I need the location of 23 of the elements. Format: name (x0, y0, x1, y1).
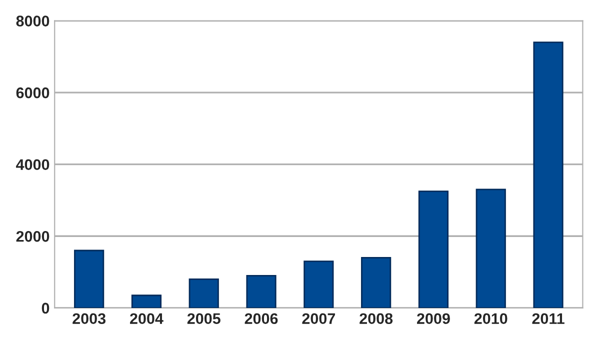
bar (131, 294, 162, 308)
x-tick-label: 2010 (474, 313, 508, 324)
y-tick-label: 4000 (16, 159, 50, 170)
x-tick-label: 2007 (302, 313, 335, 324)
y-tick-label: 6000 (16, 87, 50, 98)
x-tick-label: 2011 (532, 313, 564, 324)
bar (418, 190, 449, 308)
bar (476, 188, 506, 308)
y-tick-label: 2000 (16, 231, 50, 242)
x-tick-label: 2003 (72, 313, 106, 324)
bar (361, 256, 392, 308)
bar (246, 274, 276, 308)
bar (533, 42, 564, 308)
x-tick-label: 2004 (130, 313, 164, 324)
bar (74, 250, 104, 308)
x-tick-label: 2008 (360, 313, 393, 324)
x-tick-label: 2005 (187, 313, 220, 324)
x-tick-label: 2009 (417, 313, 450, 324)
x-tick-label: 2006 (244, 313, 278, 324)
bar (304, 260, 334, 308)
bar (188, 278, 219, 308)
y-tick-label: 8000 (16, 16, 50, 26)
y-tick-label: 0 (42, 302, 50, 314)
